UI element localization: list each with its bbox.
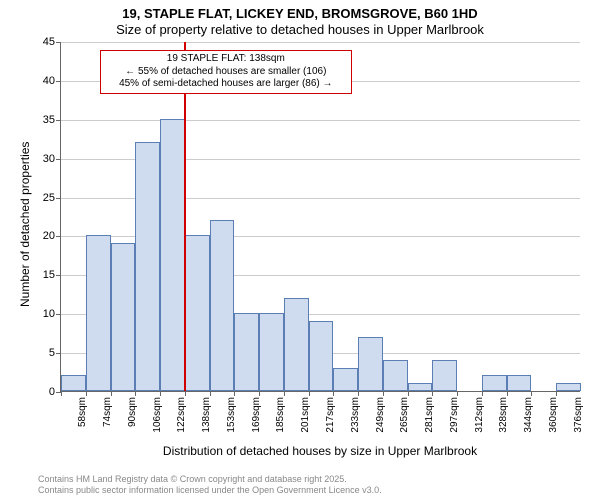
footer-line2: Contains public sector information licen… — [38, 485, 382, 496]
histogram-bar — [482, 375, 507, 391]
y-tick-mark — [56, 159, 61, 160]
annotation-line3: 45% of semi-detached houses are larger (… — [105, 78, 347, 91]
histogram-bar — [507, 375, 532, 391]
y-tick-mark — [56, 275, 61, 276]
x-tick-label: 74sqm — [102, 397, 113, 427]
y-tick-label: 10 — [43, 308, 55, 320]
histogram-bar — [556, 383, 581, 391]
histogram-bar — [259, 313, 284, 391]
x-tick-label: 312sqm — [474, 397, 485, 433]
chart-title-line2: Size of property relative to detached ho… — [0, 22, 600, 37]
gridline-h — [61, 120, 580, 121]
histogram-bar — [86, 235, 111, 391]
x-tick-mark — [556, 391, 557, 396]
x-tick-mark — [531, 391, 532, 396]
y-tick-label: 40 — [43, 75, 55, 87]
x-tick-label: 249sqm — [375, 397, 386, 433]
x-tick-label: 281sqm — [424, 397, 435, 433]
x-tick-mark — [259, 391, 260, 396]
y-tick-mark — [56, 314, 61, 315]
x-tick-mark — [210, 391, 211, 396]
annotation-line1: 19 STAPLE FLAT: 138sqm — [105, 53, 347, 66]
x-tick-label: 138sqm — [201, 397, 212, 433]
marker-line — [184, 42, 186, 391]
y-tick-label: 25 — [43, 192, 55, 204]
x-tick-label: 217sqm — [325, 397, 336, 433]
x-tick-mark — [457, 391, 458, 396]
y-tick-label: 30 — [43, 153, 55, 165]
x-tick-label: 106sqm — [152, 397, 163, 433]
histogram-bar — [185, 235, 210, 391]
footer-line1: Contains HM Land Registry data © Crown c… — [38, 474, 382, 485]
x-tick-mark — [333, 391, 334, 396]
y-tick-label: 0 — [49, 386, 55, 398]
annotation-line2: ← 55% of detached houses are smaller (10… — [105, 66, 347, 79]
x-axis-title: Distribution of detached houses by size … — [60, 444, 580, 458]
histogram-bar — [210, 220, 235, 391]
histogram-bar — [234, 313, 259, 391]
x-tick-mark — [135, 391, 136, 396]
histogram-bar — [333, 368, 358, 391]
y-axis-title: Number of detached properties — [18, 142, 32, 307]
x-tick-label: 265sqm — [399, 397, 410, 433]
y-tick-label: 5 — [49, 347, 55, 359]
footer-attribution: Contains HM Land Registry data © Crown c… — [38, 474, 382, 496]
x-tick-label: 344sqm — [523, 397, 534, 433]
x-tick-mark — [111, 391, 112, 396]
x-tick-label: 185sqm — [275, 397, 286, 433]
histogram-bar — [111, 243, 136, 391]
x-tick-label: 360sqm — [548, 397, 559, 433]
x-tick-mark — [160, 391, 161, 396]
x-tick-mark — [61, 391, 62, 396]
x-tick-label: 90sqm — [127, 397, 138, 427]
x-tick-label: 122sqm — [176, 397, 187, 433]
y-tick-label: 35 — [43, 114, 55, 126]
annotation-box: 19 STAPLE FLAT: 138sqm ← 55% of detached… — [100, 50, 352, 94]
x-tick-label: 153sqm — [226, 397, 237, 433]
y-tick-mark — [56, 353, 61, 354]
x-tick-mark — [383, 391, 384, 396]
x-tick-mark — [507, 391, 508, 396]
x-tick-mark — [284, 391, 285, 396]
gridline-h — [61, 42, 580, 43]
histogram-chart: 19, STAPLE FLAT, LICKEY END, BROMSGROVE,… — [0, 0, 600, 500]
y-tick-mark — [56, 120, 61, 121]
x-tick-label: 233sqm — [350, 397, 361, 433]
x-tick-mark — [185, 391, 186, 396]
x-tick-mark — [309, 391, 310, 396]
x-tick-label: 376sqm — [573, 397, 584, 433]
chart-title-line1: 19, STAPLE FLAT, LICKEY END, BROMSGROVE,… — [0, 6, 600, 21]
histogram-bar — [358, 337, 383, 391]
y-tick-mark — [56, 198, 61, 199]
histogram-bar — [61, 375, 86, 391]
histogram-bar — [160, 119, 185, 391]
histogram-bar — [309, 321, 334, 391]
x-tick-label: 201sqm — [300, 397, 311, 433]
y-tick-mark — [56, 42, 61, 43]
y-tick-mark — [56, 236, 61, 237]
x-tick-label: 297sqm — [449, 397, 460, 433]
y-tick-mark — [56, 81, 61, 82]
x-tick-mark — [86, 391, 87, 396]
y-tick-label: 45 — [43, 36, 55, 48]
histogram-bar — [408, 383, 433, 391]
histogram-bar — [284, 298, 309, 391]
histogram-bar — [135, 142, 160, 391]
y-tick-label: 20 — [43, 230, 55, 242]
histogram-bar — [383, 360, 408, 391]
x-tick-mark — [482, 391, 483, 396]
x-tick-mark — [358, 391, 359, 396]
x-tick-mark — [408, 391, 409, 396]
plot-area: 05101520253035404558sqm74sqm90sqm106sqm1… — [60, 42, 580, 392]
x-tick-mark — [432, 391, 433, 396]
y-tick-label: 15 — [43, 269, 55, 281]
x-tick-label: 328sqm — [498, 397, 509, 433]
x-tick-mark — [234, 391, 235, 396]
x-tick-label: 169sqm — [251, 397, 262, 433]
x-tick-label: 58sqm — [77, 397, 88, 427]
histogram-bar — [432, 360, 457, 391]
